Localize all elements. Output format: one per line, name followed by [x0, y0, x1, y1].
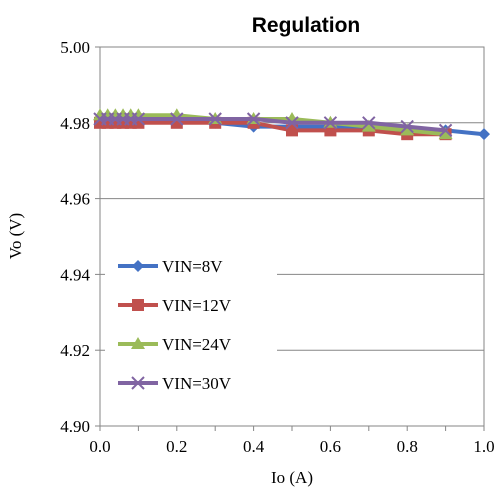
data-point-marker — [286, 124, 298, 137]
y-tick-label: 4.94 — [60, 265, 90, 284]
data-point-marker — [285, 116, 299, 130]
legend-entry: VIN=12V — [118, 296, 232, 315]
y-tick-label: 4.92 — [60, 341, 90, 360]
x-tick-label: 0.6 — [320, 437, 341, 456]
chart-title: Regulation — [252, 14, 361, 37]
x-tick-label: 0.2 — [166, 437, 187, 456]
data-point-marker — [131, 112, 146, 126]
data-point-marker — [438, 127, 453, 140]
legend-swatch-marker — [132, 260, 144, 272]
x-tick-label: 0.0 — [89, 437, 110, 456]
y-tick-label: 4.96 — [60, 190, 90, 209]
data-point-marker — [478, 128, 490, 141]
legend-swatch-marker — [131, 376, 145, 390]
legend-entry: VIN=8V — [118, 257, 223, 276]
data-point-marker — [170, 112, 184, 126]
x-tick-label: 0.4 — [243, 437, 265, 456]
data-point-marker — [400, 123, 415, 136]
data-point-marker — [246, 112, 261, 126]
x-tick-label: 0.8 — [397, 437, 418, 456]
x-axis-label: Io (A) — [271, 468, 313, 487]
y-tick-label: 4.98 — [60, 114, 90, 133]
series-layer — [93, 108, 490, 141]
legend: VIN=8V VIN=12V VIN=24V VIN=30V — [105, 248, 277, 413]
legend-entry: VIN=30V — [118, 374, 232, 393]
legend-swatch-marker — [132, 299, 144, 311]
y-axis-label: Vo (V) — [6, 213, 25, 259]
data-point-marker — [323, 116, 338, 130]
legend-swatch-marker — [131, 337, 145, 349]
legend-label: VIN=30V — [162, 374, 232, 393]
y-tick-label: 5.00 — [60, 38, 90, 57]
legend-box — [105, 248, 277, 413]
data-point-marker — [400, 119, 414, 134]
legend-label: VIN=12V — [162, 296, 232, 315]
legend-entry: VIN=24V — [118, 335, 232, 354]
data-point-marker — [362, 116, 376, 130]
legend-label: VIN=24V — [162, 335, 232, 354]
data-point-marker — [208, 112, 222, 126]
legend-label: VIN=8V — [162, 257, 223, 276]
x-axis-ticks: 0.0 0.2 0.4 0.6 0.8 1.0 — [89, 426, 495, 456]
data-point-marker — [361, 119, 376, 132]
y-axis-ticks: 4.90 4.92 4.94 4.96 4.98 5.00 — [60, 38, 100, 436]
data-point-marker — [438, 123, 453, 138]
x-tick-label: 1.0 — [473, 437, 494, 456]
series-vin-30v — [93, 112, 453, 138]
y-tick-label: 4.90 — [60, 417, 90, 436]
